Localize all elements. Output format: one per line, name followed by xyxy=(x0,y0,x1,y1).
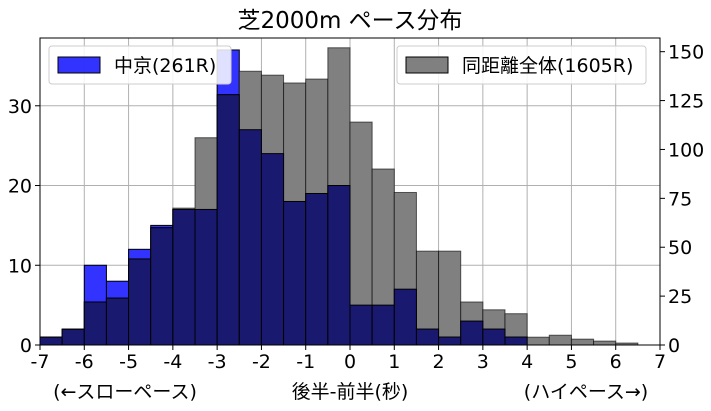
overlap-bar xyxy=(39,336,63,346)
overlap-bar xyxy=(415,328,440,346)
x-tick-label: 4 xyxy=(521,351,533,373)
right-y-tick-label: 0 xyxy=(668,335,680,357)
x-axis-ticks: -7 -6 -5 -4 -3 -2 -1 0 1 2 3 4 5 6 7 xyxy=(31,345,666,373)
x-tick-label: 0 xyxy=(344,351,356,373)
overlap-bar xyxy=(260,153,285,346)
overall-bar xyxy=(570,338,595,346)
overlap-bar xyxy=(283,200,307,346)
right-y-tick-label: 50 xyxy=(668,237,692,259)
right-y-tick-label: 125 xyxy=(668,91,704,113)
x-tick-label: -6 xyxy=(75,351,94,373)
overlap-bar xyxy=(504,336,528,346)
x-axis-label: 後半-前半(秒) xyxy=(292,381,409,403)
right-y-tick-label: 75 xyxy=(668,188,692,210)
x-tick-label: 6 xyxy=(610,351,622,373)
right-y-tick-label: 25 xyxy=(668,286,692,308)
overlap-bar xyxy=(460,320,484,346)
right-y-tick-label: 100 xyxy=(668,139,704,161)
overall-bar xyxy=(593,340,617,346)
x-tick-label: 5 xyxy=(565,351,577,373)
overlap-bar xyxy=(216,94,240,346)
x-tick-label: -5 xyxy=(119,351,138,373)
overlap-bar xyxy=(194,208,218,346)
chart-title: 芝2000m ペース分布 xyxy=(237,8,462,34)
x-axis-label-slow: (←スローペース) xyxy=(53,381,197,403)
left-y-tick-label: 0 xyxy=(20,335,32,357)
x-tick-label: 1 xyxy=(388,351,400,373)
left-y-tick-label: 30 xyxy=(8,96,32,118)
overlap-bar xyxy=(105,297,130,346)
legend-left-swatch xyxy=(57,56,101,74)
left-y-axis-ticks: 0 10 20 30 xyxy=(8,96,40,357)
legend-left: 中京(261R) xyxy=(48,45,232,85)
overall-bar xyxy=(526,336,550,346)
overlap-bar xyxy=(327,185,351,346)
x-tick-label: -7 xyxy=(31,351,50,373)
legend-right-box xyxy=(396,45,647,85)
x-tick-label: 7 xyxy=(654,351,666,373)
overlap-bar xyxy=(349,304,373,346)
overlap-bar xyxy=(438,336,462,346)
left-y-tick-label: 10 xyxy=(8,255,32,277)
overlap-bar xyxy=(482,328,506,346)
x-tick-label: -2 xyxy=(252,351,271,373)
overlap-bars xyxy=(39,94,528,346)
x-tick-label: -1 xyxy=(296,351,315,373)
legend-left-label: 中京(261R) xyxy=(114,55,216,77)
x-tick-label: -4 xyxy=(163,351,182,373)
overall-bar xyxy=(548,334,572,346)
legend-left-box xyxy=(48,45,232,85)
x-axis-label-high: (ハイペース→) xyxy=(524,381,648,403)
x-tick-label: 2 xyxy=(433,351,445,373)
overall-bar xyxy=(438,250,462,346)
legend-right: 同距離全体(1605R) xyxy=(396,45,647,85)
x-tick-label: -3 xyxy=(208,351,227,373)
left-y-tick-label: 20 xyxy=(8,176,32,198)
overlap-bar xyxy=(61,328,85,346)
overlap-bar xyxy=(83,301,107,346)
right-y-tick-label: 150 xyxy=(668,42,704,64)
legend-right-label: 同距離全体(1605R) xyxy=(462,55,633,77)
overlap-bar xyxy=(305,192,329,346)
overlap-bar xyxy=(128,258,152,346)
overlap-bar xyxy=(150,227,174,346)
x-tick-label: 3 xyxy=(477,351,489,373)
overlap-bar xyxy=(172,208,196,346)
overlap-bar xyxy=(238,129,262,346)
legend-right-swatch xyxy=(405,56,449,74)
overlap-bar xyxy=(393,288,417,346)
overlap-bar xyxy=(371,304,395,346)
right-y-axis-ticks: 0 25 50 75 100 125 150 xyxy=(660,42,704,357)
